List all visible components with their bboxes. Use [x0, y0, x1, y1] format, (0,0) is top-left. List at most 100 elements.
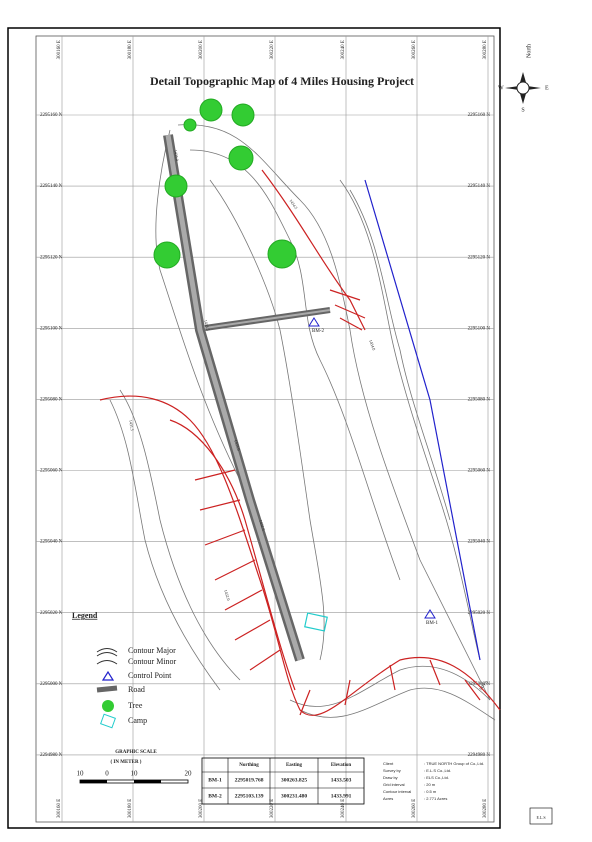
compass-label: S — [521, 107, 524, 113]
easting-label: 300260 E — [412, 799, 417, 818]
info-key: Contour interval — [383, 789, 411, 794]
red-contours — [99, 169, 501, 716]
scale-label: 20 — [185, 770, 193, 778]
legend-item: Road — [128, 685, 145, 694]
legend-title: Legend — [72, 611, 98, 620]
map-title: Detail Topographic Map of 4 Miles Housin… — [150, 74, 414, 88]
easting-label: 300220 E — [270, 40, 275, 59]
grid: 2295160 N 2295160 N 2295140 N 2295140 N 2295… — [36, 36, 494, 822]
table-header: Easting — [286, 763, 303, 768]
table-cell: 300263.825 — [281, 777, 307, 783]
contour-label: 1433.5 — [203, 319, 211, 331]
contour-labels: 1435.0 1434.5 1434.0 1433.5 1433.0 1432.5 1432… — [128, 149, 488, 691]
table-header: Northing — [239, 763, 259, 768]
contours — [109, 124, 496, 721]
info-key: Acres — [383, 796, 393, 801]
northing-label: 2295120 N — [468, 255, 491, 260]
easting-label: 300180 E — [128, 799, 133, 818]
legend-item: Control Point — [128, 671, 172, 680]
contour-label: 1433.0 — [233, 439, 241, 451]
logo-box — [529, 807, 553, 825]
legend-item: Contour Major — [128, 646, 176, 655]
northing-label: 2295120 N — [40, 255, 63, 260]
scale-title: GRAPHIC SCALE — [115, 750, 157, 755]
outer-frame — [7, 27, 501, 829]
northing-label: 2294980 N — [40, 753, 63, 758]
legend-item: Tree — [128, 701, 143, 710]
table-cell: 2295019.768 — [235, 777, 264, 783]
compass: North S E W — [498, 44, 549, 113]
info-value: : 0.5 m — [424, 789, 437, 794]
contour-label: 1431.5 — [128, 419, 135, 431]
contour-label: 1435.0 — [173, 149, 180, 161]
easting-label: 300280 E — [483, 799, 488, 818]
trees — [153, 98, 297, 269]
contour-label: 1432.5 — [258, 519, 266, 531]
info-value: : 2.771 Acres — [424, 796, 447, 801]
compass-label: E — [545, 85, 549, 91]
contour-label: 1432.0 — [223, 589, 231, 601]
info-value: : E.L.S Co.,Ltd. — [424, 768, 451, 773]
northing-label: 2294980 N — [468, 753, 491, 758]
control-point — [308, 317, 320, 327]
info-value: : TRUE NORTH Group of Co.,Ltd. — [424, 761, 484, 766]
camp — [304, 612, 328, 632]
table-cell: 1433.991 — [331, 793, 352, 799]
scale-unit: ( IN METER ) — [111, 760, 142, 765]
easting-label: 300220 E — [270, 799, 275, 818]
easting-label: 300280 E — [483, 40, 488, 59]
info-key: Survey by — [383, 768, 401, 773]
contour-label: 1434.5 — [288, 198, 298, 210]
easting-label: 300160 E — [57, 799, 62, 818]
northing-label: 2295140 N — [40, 184, 63, 189]
northing-label: 2295040 N — [40, 540, 63, 545]
scale-label: 10 — [77, 770, 85, 778]
info-block: Client : TRUE NORTH Group of Co.,Ltd. Surv… — [383, 761, 484, 801]
northing-label: 2295000 N — [468, 682, 491, 687]
graphic-scale: GRAPHIC SCALE ( IN METER ) — [79, 750, 189, 784]
bm-table: Northing Easting Elevation BM-1 2295019.768 3… — [201, 757, 365, 805]
northing-label: 2295140 N — [468, 184, 491, 189]
marker-label: BM-1 — [426, 621, 438, 626]
northing-label: 2295020 N — [40, 611, 63, 616]
northing-label: 2295080 N — [40, 398, 63, 403]
logo: E.L.S — [536, 815, 545, 820]
compass-label: North — [526, 44, 532, 58]
northing-label: 2295100 N — [468, 326, 491, 331]
scale-label: 0 — [105, 770, 109, 778]
table-header: Elevation — [331, 763, 351, 768]
easting-label: 300200 E — [199, 40, 204, 59]
easting-label: 300200 E — [199, 799, 204, 818]
table-cell: 1433.503 — [331, 777, 352, 783]
easting-label: 300160 E — [57, 40, 62, 59]
northing-label: 2295080 N — [468, 398, 491, 403]
northing-label: 2295100 N — [40, 326, 63, 331]
easting-label: 300180 E — [128, 40, 133, 59]
info-key: Grid interval — [383, 782, 405, 787]
easting-label: 300240 E — [341, 799, 346, 818]
contour-label: 1434.0 — [368, 339, 376, 351]
northing-label: 2295060 N — [40, 469, 63, 474]
legend-item: Camp — [128, 716, 147, 725]
legend-item: Contour Minor — [128, 657, 177, 666]
marker-label: BM-2 — [312, 329, 324, 334]
road — [163, 134, 331, 662]
northing-label: 2295000 N — [40, 682, 63, 687]
info-value: : ELS Co.,Ltd. — [424, 775, 449, 780]
control-point — [424, 609, 436, 619]
table-cell: 300231.480 — [281, 793, 307, 799]
table-cell: 2295103.139 — [235, 793, 264, 799]
info-key: Client — [383, 761, 394, 766]
northing-label: 2295040 N — [468, 540, 491, 545]
table-cell: BM-1 — [208, 777, 222, 783]
contour-label: 1431.0 — [478, 680, 489, 692]
easting-label: 300240 E — [341, 40, 346, 59]
table-cell: BM-2 — [208, 793, 222, 799]
northing-label: 2295160 N — [468, 113, 491, 118]
scale-label: 10 — [131, 770, 139, 778]
info-value: : 20 m — [424, 782, 436, 787]
northing-label: 2295060 N — [468, 469, 491, 474]
legend: Legend Contour Major Contour Minor Control… — [72, 611, 177, 729]
easting-label: 300260 E — [412, 40, 417, 59]
